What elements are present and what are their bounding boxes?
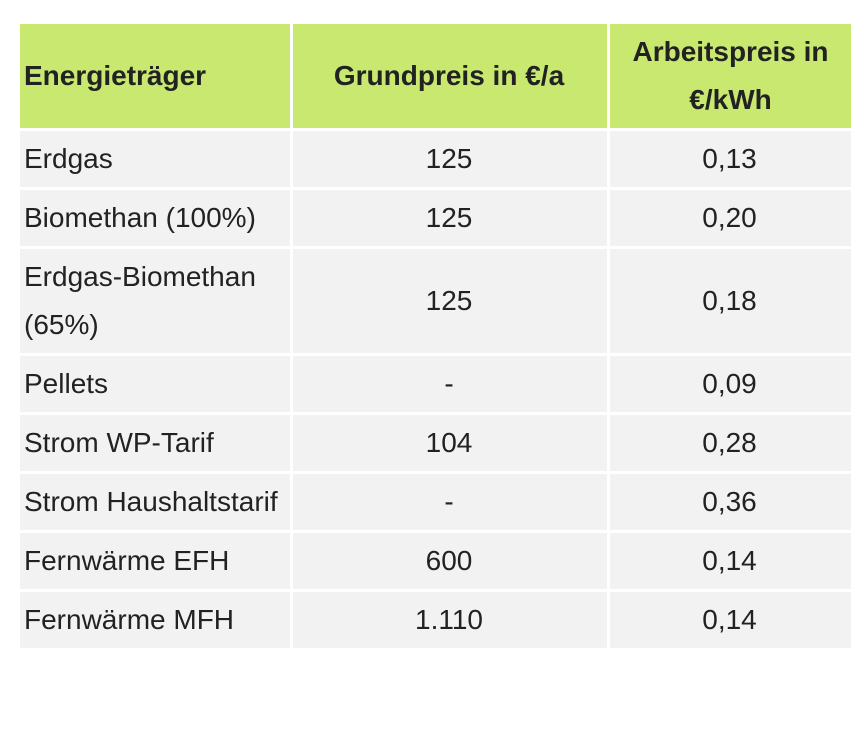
unit-price-cell: 0,14 xyxy=(607,530,854,592)
table-row: Strom Haushaltstarif -0,36 xyxy=(17,471,854,533)
unit-price-cell: 0,20 xyxy=(607,187,854,249)
energy-carrier-cell: Fernwärme MFH xyxy=(17,589,293,651)
base-price-cell: 600 xyxy=(290,530,610,592)
energy-carrier-cell: Pellets xyxy=(17,353,293,415)
unit-price-cell: 0,13 xyxy=(607,128,854,190)
unit-price-cell: 0,36 xyxy=(607,471,854,533)
header-cell: Energieträger xyxy=(17,21,293,131)
unit-price-cell: 0,28 xyxy=(607,412,854,474)
table-row: Biomethan (100%) 125 0,20 xyxy=(17,187,854,249)
table-body: Erdgas 125 0,13 Biomethan (100%) 125 0,20 Erdg… xyxy=(17,128,854,651)
table-row: Erdgas 125 0,13 xyxy=(17,128,854,190)
energy-carrier-cell: Erdgas-Biomethan (65%) xyxy=(17,246,293,356)
table-container: Energieträger Grundpreis in €/a Arbeitspre… xyxy=(17,21,854,651)
base-price-cell: 125 xyxy=(290,128,610,190)
base-price-cell: 125 xyxy=(290,187,610,249)
header-cell: Grundpreis in €/a xyxy=(290,21,610,131)
base-price-cell: 104 xyxy=(290,412,610,474)
table-row: Pellets -0,09 xyxy=(17,353,854,415)
unit-price-cell: 0,09 xyxy=(607,353,854,415)
table-row: Strom WP-Tarif 104 0,28 xyxy=(17,412,854,474)
base-price-cell: - xyxy=(290,353,610,415)
energy-carrier-cell: Strom Haushaltstarif xyxy=(17,471,293,533)
table-row: Fernwärme EFH 600 0,14 xyxy=(17,530,854,592)
unit-price-cell: 0,18 xyxy=(607,246,854,356)
energy-carrier-cell: Biomethan (100%) xyxy=(17,187,293,249)
energy-carrier-cell: Strom WP-Tarif xyxy=(17,412,293,474)
energy-carrier-cell: Fernwärme EFH xyxy=(17,530,293,592)
base-price-cell: 125 xyxy=(290,246,610,356)
price-table: Energieträger Grundpreis in €/a Arbeitspre… xyxy=(17,21,854,651)
header-row: Energieträger Grundpreis in €/a Arbeitspre… xyxy=(17,21,854,131)
table-row: Fernwärme MFH 1.110 0,14 xyxy=(17,589,854,651)
table-row: Erdgas-Biomethan (65%) 125 0,18 xyxy=(17,246,854,356)
base-price-cell: - xyxy=(290,471,610,533)
base-price-cell: 1.110 xyxy=(290,589,610,651)
table-header: Energieträger Grundpreis in €/a Arbeitspre… xyxy=(17,21,854,131)
header-cell: Arbeitspreis in €/kWh xyxy=(607,21,854,131)
energy-carrier-cell: Erdgas xyxy=(17,128,293,190)
unit-price-cell: 0,14 xyxy=(607,589,854,651)
